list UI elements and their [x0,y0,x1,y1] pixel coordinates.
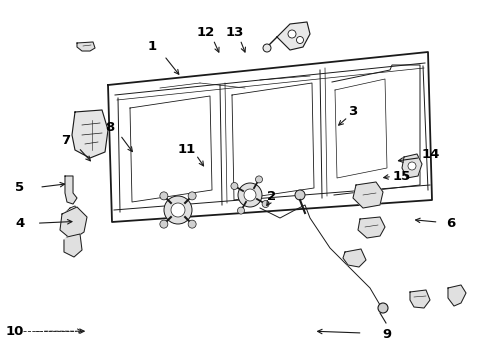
Polygon shape [277,22,310,50]
Circle shape [378,303,388,313]
Polygon shape [358,217,385,238]
Text: 12: 12 [196,26,215,39]
Polygon shape [65,206,80,223]
Polygon shape [410,290,430,308]
Circle shape [295,190,305,200]
Circle shape [231,183,238,189]
Circle shape [262,201,269,207]
Text: 11: 11 [177,143,196,156]
Text: 5: 5 [15,181,24,194]
Text: 10: 10 [5,325,24,338]
Circle shape [238,207,245,214]
Circle shape [244,189,256,201]
Text: 7: 7 [62,134,71,147]
Text: 14: 14 [422,148,441,161]
Polygon shape [60,207,87,240]
Circle shape [164,196,192,224]
Circle shape [238,183,262,207]
Polygon shape [77,42,95,51]
Text: 4: 4 [15,217,24,230]
Circle shape [188,220,196,228]
Circle shape [263,44,271,52]
Polygon shape [64,234,82,257]
Circle shape [160,192,168,200]
Circle shape [160,220,168,228]
Text: 3: 3 [348,105,357,118]
Polygon shape [65,176,77,204]
Circle shape [408,162,416,170]
Polygon shape [448,285,466,306]
Text: 2: 2 [268,190,276,203]
Text: 15: 15 [392,170,411,183]
Polygon shape [343,249,366,267]
Circle shape [288,30,296,38]
Circle shape [171,203,185,217]
Polygon shape [402,154,422,178]
Text: 13: 13 [226,26,245,39]
Polygon shape [353,182,383,208]
Polygon shape [72,110,108,158]
Text: 1: 1 [147,40,156,53]
Text: 8: 8 [106,121,115,134]
Circle shape [188,192,196,200]
Circle shape [296,36,303,44]
Text: 9: 9 [383,328,392,341]
Text: 6: 6 [446,217,455,230]
Circle shape [255,176,263,183]
